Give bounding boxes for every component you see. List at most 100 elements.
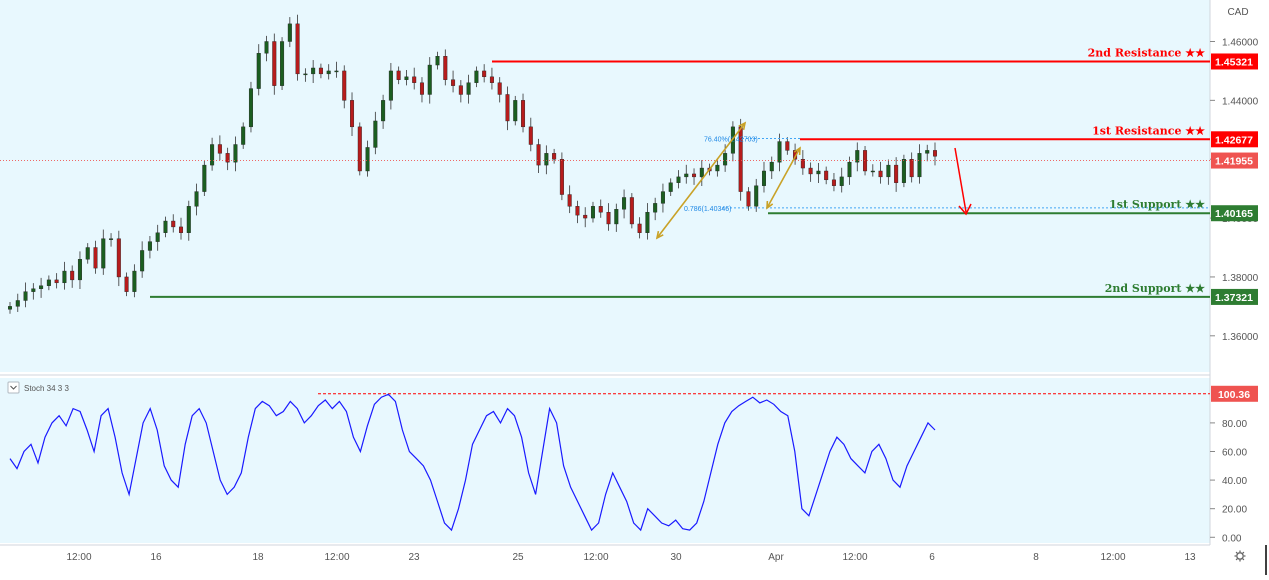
- candle-body: [132, 270, 137, 292]
- chevron-down-icon: [10, 385, 17, 390]
- candle-body: [598, 206, 603, 213]
- candle-body: [109, 238, 114, 240]
- level-price-tag: [1211, 288, 1258, 305]
- stoch-legend-label: Stoch 34 3 3: [24, 384, 69, 393]
- candle-body: [699, 167, 704, 178]
- level-price-tag-text: 1.42677: [1215, 134, 1253, 146]
- time-tick-label: 18: [252, 552, 264, 563]
- candle-body: [684, 173, 689, 178]
- candle-body: [909, 159, 914, 178]
- candle-body: [101, 238, 106, 269]
- candle-body: [544, 153, 549, 166]
- candle-body: [583, 214, 588, 219]
- currency-label: CAD: [1227, 7, 1248, 18]
- candle-body: [256, 53, 261, 89]
- candle-body: [202, 164, 207, 192]
- overbought-tag-text: 100.36: [1218, 389, 1250, 401]
- current-price-tag: [1211, 152, 1258, 169]
- level-label: 2nd Support ★★: [1105, 282, 1205, 295]
- candle-body: [70, 270, 75, 281]
- level-label: 1st Support ★★: [1109, 198, 1205, 211]
- time-tick-label: 12:00: [1100, 552, 1125, 563]
- candle-body: [357, 126, 362, 172]
- candle-body: [54, 279, 59, 284]
- candle-body: [15, 300, 20, 307]
- candle-body: [863, 150, 868, 172]
- arrowhead: [738, 121, 747, 131]
- candle-body: [318, 67, 323, 75]
- candle-body: [777, 141, 782, 163]
- candle-body: [622, 197, 627, 210]
- stoch-collapse-button[interactable]: [7, 381, 20, 394]
- candle-body: [894, 164, 899, 183]
- candle-body: [217, 144, 222, 154]
- candle-body: [808, 167, 813, 175]
- candle-body: [163, 220, 168, 233]
- time-tick-label: 12:00: [324, 552, 349, 563]
- candle-body: [62, 270, 67, 284]
- trend-arrow-up: [656, 122, 746, 239]
- candle-body: [186, 206, 191, 233]
- candle-body: [373, 120, 378, 148]
- candle-body: [785, 141, 790, 151]
- candle-body: [443, 56, 448, 80]
- candle-body: [769, 161, 774, 172]
- candle-body: [552, 153, 557, 160]
- candle-body: [248, 88, 253, 128]
- candle-body: [878, 170, 883, 178]
- candle-body: [536, 144, 541, 166]
- candle-body: [847, 161, 852, 178]
- candle-body: [287, 23, 292, 42]
- stoch-pane-bg: [0, 378, 1210, 543]
- candle-body: [521, 100, 526, 128]
- candle-body: [590, 206, 595, 219]
- candle-body: [831, 179, 836, 186]
- time-tick-label: 12:00: [583, 552, 608, 563]
- price-tick-label: 1.36000: [1222, 332, 1259, 343]
- candle-body: [46, 279, 51, 286]
- candle-body: [816, 170, 821, 175]
- gear-icon[interactable]: [1234, 550, 1246, 562]
- candle-body: [474, 70, 479, 83]
- candle-body: [668, 182, 673, 192]
- price-tick-label: 1.46000: [1222, 37, 1259, 48]
- candle-body: [824, 170, 829, 181]
- candle-body: [264, 41, 269, 54]
- candle-body: [723, 153, 728, 166]
- candle-body: [140, 250, 145, 272]
- candle-body: [225, 153, 230, 163]
- projection-arrow-line: [954, 147, 967, 213]
- price-pane-bg: [0, 0, 1210, 372]
- candle-body: [342, 70, 347, 101]
- candle-body: [497, 82, 502, 95]
- candle-body: [427, 64, 432, 95]
- candle-body: [155, 232, 160, 242]
- candle-body: [901, 159, 906, 183]
- candle-body: [451, 79, 456, 86]
- candle-body: [606, 211, 611, 225]
- candle-body: [933, 150, 938, 157]
- level-price-tag: [1211, 205, 1258, 222]
- candle-body: [482, 70, 487, 78]
- candle-body: [171, 220, 176, 228]
- candle-body: [303, 73, 308, 76]
- candle-body: [85, 247, 90, 260]
- candle-body: [179, 226, 184, 233]
- candle-body: [396, 70, 401, 80]
- price-tick-label: 1.38000: [1222, 273, 1259, 284]
- stoch-line: [9, 393, 936, 532]
- candle-body: [645, 211, 650, 233]
- candle-body: [528, 126, 533, 145]
- candle-body: [124, 276, 129, 292]
- candle-body: [388, 70, 393, 101]
- candle-body: [365, 147, 370, 172]
- time-tick-label: 12:00: [66, 552, 91, 563]
- candle-body: [419, 82, 424, 95]
- candle-body: [404, 76, 409, 80]
- candle-body: [194, 191, 199, 207]
- candle-body: [381, 100, 386, 122]
- candle-body: [334, 70, 339, 73]
- candle-body: [311, 67, 316, 75]
